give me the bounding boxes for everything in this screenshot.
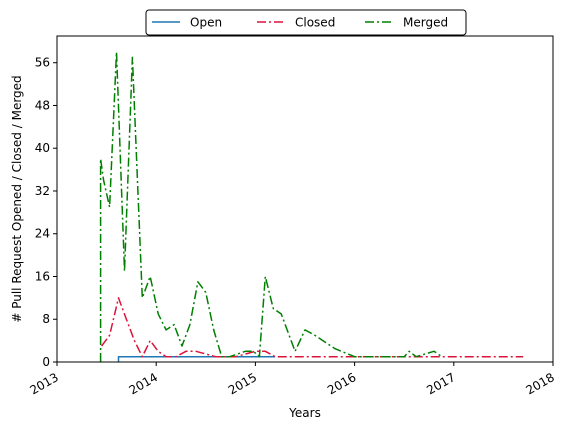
x-tick-label: 2018 xyxy=(523,370,556,397)
x-tick-label: 2013 xyxy=(27,370,60,397)
x-tick-label: 2017 xyxy=(424,370,457,397)
legend-box xyxy=(145,9,467,36)
y-tick-label: 40 xyxy=(35,141,50,155)
y-axis-label: # Pull Request Opened / Closed / Merged xyxy=(10,75,24,322)
y-axis: 0 8 16 24 32 40 48 56 xyxy=(35,56,57,369)
x-tick-label: 2016 xyxy=(325,370,358,397)
x-axis: 2013 2014 2015 2016 2017 2018 xyxy=(27,362,557,397)
y-tick-label: 16 xyxy=(35,269,50,283)
legend: Open Closed Merged xyxy=(145,9,467,36)
y-tick-label: 24 xyxy=(35,227,50,241)
series-line-open xyxy=(117,355,276,362)
legend-label-closed: Closed xyxy=(295,16,335,30)
x-tick-label: 2015 xyxy=(226,370,259,397)
legend-label-merged: Merged xyxy=(403,16,448,30)
plot-frame xyxy=(56,35,554,363)
series-line-closed xyxy=(100,297,524,358)
y-tick-label: 56 xyxy=(35,56,50,70)
legend-label-open: Open xyxy=(190,16,222,30)
y-tick-label: 48 xyxy=(35,98,50,112)
y-tick-label: 0 xyxy=(42,355,50,369)
y-tick-label: 8 xyxy=(42,312,50,326)
x-tick-label: 2014 xyxy=(127,370,160,397)
series-layer xyxy=(99,51,524,362)
plot-area xyxy=(57,36,553,362)
series-line-merged xyxy=(99,51,443,362)
y-tick-label: 32 xyxy=(35,184,50,198)
x-axis-label: Years xyxy=(288,406,321,420)
